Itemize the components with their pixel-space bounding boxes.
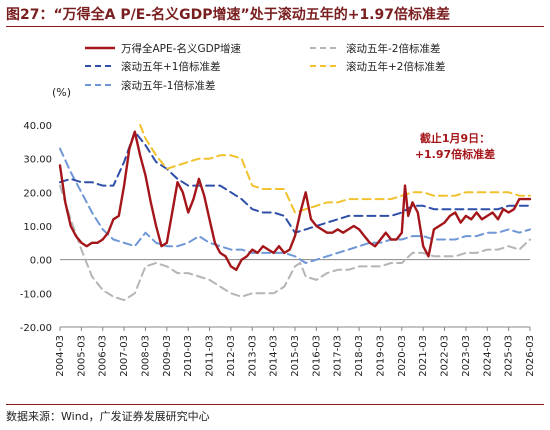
- x-tick-label: 2024-03: [482, 335, 493, 377]
- bottom-rule: [6, 404, 544, 405]
- y-tick-label: 30.00: [23, 155, 52, 166]
- x-tick-label: 2019-03: [375, 335, 386, 377]
- y-axis-ticks: 40.00 30.00 20.00 10.00 0.00 -10.00 -20.00: [20, 121, 52, 334]
- y-tick-label: -20.00: [20, 323, 52, 334]
- x-tick-label: 2005-03: [76, 335, 87, 377]
- y-tick-label: 20.00: [23, 188, 52, 199]
- annotation-line: 截止1月9日：: [420, 131, 490, 145]
- source-note: 数据来源：Wind，广发证券发展研究中心: [6, 410, 210, 423]
- legend-label: 滚动五年-2倍标准差: [346, 42, 440, 55]
- legend-label: 滚动五年+2倍标准差: [346, 60, 445, 73]
- x-tick-label: 2023-03: [461, 335, 472, 377]
- y-tick-label: 0.00: [30, 256, 52, 267]
- x-axis-ticks: 2004-03 2005-03 2006-03 2007-03 2008-03 2009-…: [55, 259, 536, 377]
- x-tick-label: 2025-03: [504, 335, 515, 377]
- annotation: 截止1月9日： +1.97倍标准差: [415, 131, 495, 161]
- x-tick-label: 2015-03: [290, 335, 301, 377]
- legend-label: 滚动五年+1倍标准差: [121, 60, 220, 73]
- title-rule: [6, 26, 544, 27]
- x-tick-label: 2013-03: [247, 335, 258, 377]
- x-tick-label: 2008-03: [140, 335, 151, 377]
- x-tick-label: 2020-03: [397, 335, 408, 377]
- annotation-line: +1.97倍标准差: [415, 147, 495, 161]
- x-tick-label: 2012-03: [226, 335, 237, 377]
- y-tick-label: -10.00: [20, 289, 52, 300]
- legend-label: 滚动五年-1倍标准差: [121, 79, 215, 92]
- x-tick-label: 2011-03: [205, 335, 216, 377]
- series-line-1: [59, 184, 531, 302]
- x-tick-label: 2017-03: [333, 335, 344, 377]
- series-line-4: [59, 147, 531, 264]
- y-unit-label: (%): [52, 86, 71, 99]
- x-tick-label: 2021-03: [418, 335, 429, 377]
- x-tick-label: 2004-03: [55, 335, 66, 377]
- x-tick-label: 2016-03: [311, 335, 322, 377]
- series-line-3: [139, 124, 531, 214]
- x-tick-label: 2014-03: [269, 335, 280, 377]
- legend-label: 万得全APE-名义GDP增速: [121, 42, 241, 55]
- x-tick-label: 2022-03: [440, 335, 451, 377]
- figure-title: 图27：“万得全A P/E-名义GDP增速”处于滚动五年的+1.97倍标准差: [6, 7, 450, 23]
- x-tick-label: 2006-03: [98, 335, 109, 377]
- series-lines: [58, 124, 532, 302]
- y-tick-label: 40.00: [23, 121, 52, 132]
- x-tick-label: 2018-03: [354, 335, 365, 377]
- x-tick-label: 2026-03: [525, 335, 536, 377]
- y-tick-label: 10.00: [23, 222, 52, 233]
- line-chart: 40.00 30.00 20.00 10.00 0.00 -10.00 -20.00 200…: [20, 42, 536, 377]
- x-tick-label: 2007-03: [119, 335, 130, 377]
- x-tick-label: 2009-03: [162, 335, 173, 377]
- x-tick-label: 2010-03: [183, 335, 194, 377]
- series-line-0: [58, 130, 532, 271]
